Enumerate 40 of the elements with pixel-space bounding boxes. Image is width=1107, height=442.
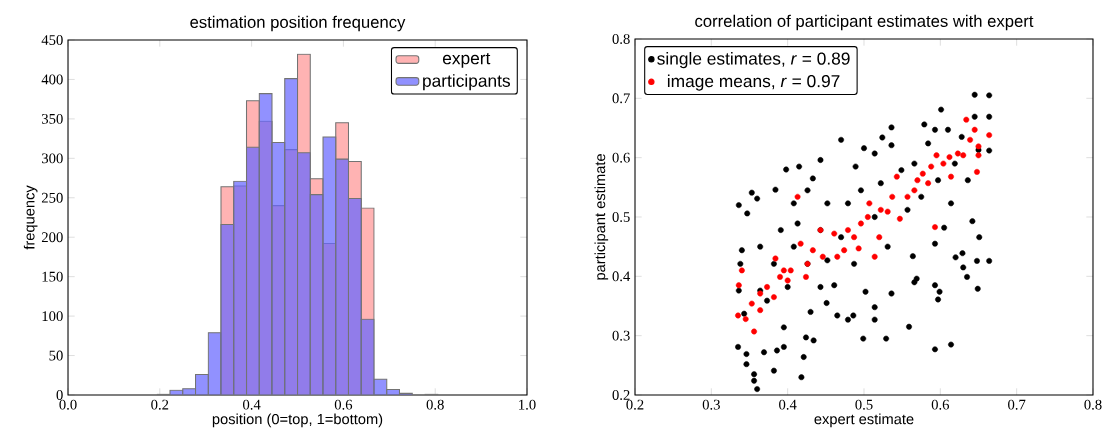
x-tick-label: 0.3 bbox=[702, 399, 720, 410]
y-tick-label: 450 bbox=[41, 35, 63, 45]
y-tick-label: 400 bbox=[41, 74, 63, 85]
x-tick-label: 0.6 bbox=[931, 399, 950, 410]
y-tick-label: 0 bbox=[56, 390, 63, 400]
legend-label: expert bbox=[442, 52, 491, 68]
y-tick-label: 0.2 bbox=[612, 390, 630, 400]
y-tick-label: 250 bbox=[41, 192, 63, 203]
y-tick-label: 350 bbox=[42, 113, 63, 124]
y-tick-label: 200 bbox=[41, 232, 63, 243]
x-tick-label: 0.4 bbox=[243, 399, 261, 410]
x-tick-label: 0.8 bbox=[1084, 399, 1102, 410]
x-tick-label: 0.5 bbox=[855, 399, 873, 410]
y-tick-label: 0.6 bbox=[612, 152, 630, 163]
y-tick-label: 0.4 bbox=[612, 271, 631, 282]
y-tick-label: 0.8 bbox=[612, 34, 630, 44]
y-axis-title: participant estimate bbox=[594, 154, 609, 280]
chart-title: estimation position frequency bbox=[190, 15, 406, 32]
y-tick-label: 50 bbox=[49, 350, 63, 361]
x-tick-label: 1.0 bbox=[519, 399, 536, 410]
chart-title: correlation of participant estimates with expert bbox=[695, 14, 1034, 31]
y-tick-label: 0.5 bbox=[612, 212, 630, 222]
y-tick-label: 0.3 bbox=[612, 330, 630, 341]
x-tick-label: 0.8 bbox=[426, 399, 444, 410]
y-tick-label: 150 bbox=[42, 271, 63, 282]
x-tick-label: 0.2 bbox=[626, 399, 644, 410]
x-axis-title: position (0=top, 1=bottom) bbox=[212, 413, 383, 428]
x-tick-label: 0.7 bbox=[1008, 399, 1026, 410]
y-tick-label: 300 bbox=[42, 153, 63, 164]
x-axis-title: expert estimate bbox=[814, 413, 914, 428]
y-tick-label: 0.7 bbox=[612, 93, 630, 104]
x-tick-label: 0.4 bbox=[779, 399, 797, 410]
legend-label: image means, r = 0.97 bbox=[667, 74, 840, 91]
y-axis-title: frequency bbox=[23, 185, 38, 250]
legend-label: single estimates, r = 0.89 bbox=[657, 51, 850, 69]
x-tick-label: 0.6 bbox=[334, 399, 353, 410]
y-tick-label: 100 bbox=[42, 311, 63, 322]
x-tick-label: 0.2 bbox=[151, 399, 169, 410]
x-tick-label: 0.0 bbox=[59, 399, 77, 410]
legend-label: participants bbox=[423, 74, 510, 91]
